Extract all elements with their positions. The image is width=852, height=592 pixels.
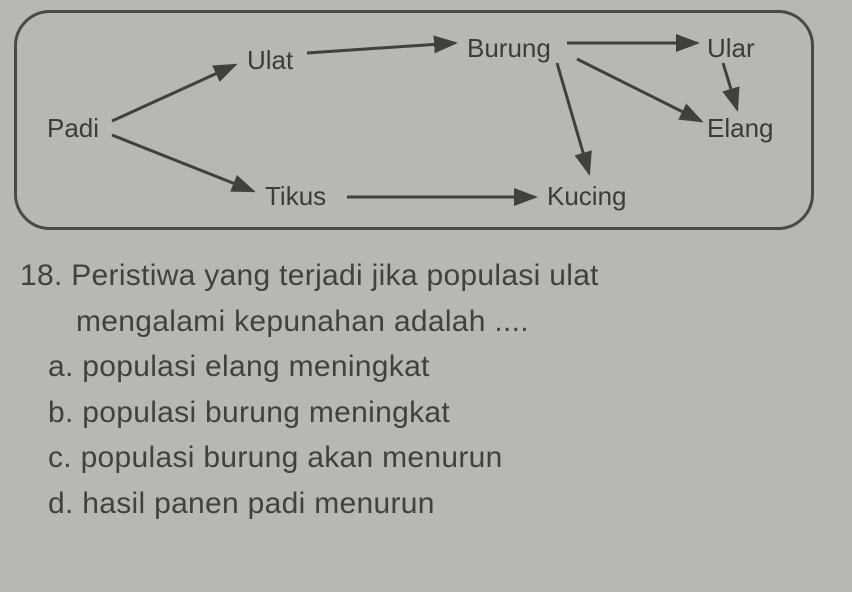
node-ulat: Ulat: [247, 45, 293, 76]
node-burung: Burung: [467, 33, 551, 64]
edge-padi-ulat: [112, 65, 235, 121]
edge-burung-kucing: [557, 63, 589, 173]
edge-ular-elang: [723, 63, 737, 109]
node-tikus: Tikus: [265, 181, 326, 212]
node-elang: Elang: [707, 113, 774, 144]
diagram-arrows: [17, 13, 811, 227]
question-stem-line2: mengalami kepunahan adalah ....: [20, 300, 838, 344]
question-18: 18. Peristiwa yang terjadi jika populasi…: [14, 254, 838, 525]
option-d: d. hasil panen padi menurun: [20, 482, 838, 526]
node-kucing: Kucing: [547, 181, 627, 212]
node-padi: Padi: [47, 113, 99, 144]
option-a: a. populasi elang meningkat: [20, 345, 838, 389]
edge-burung-elang: [577, 59, 701, 121]
food-web-diagram: Padi Ulat Tikus Burung Kucing Ular Elang: [14, 10, 814, 230]
edge-padi-tikus: [112, 135, 253, 191]
question-stem-line1: 18. Peristiwa yang terjadi jika populasi…: [20, 254, 838, 298]
node-ular: Ular: [707, 33, 755, 64]
edge-ulat-burung: [307, 43, 455, 53]
option-c: c. populasi burung akan menurun: [20, 436, 838, 480]
option-b: b. populasi burung meningkat: [20, 391, 838, 435]
